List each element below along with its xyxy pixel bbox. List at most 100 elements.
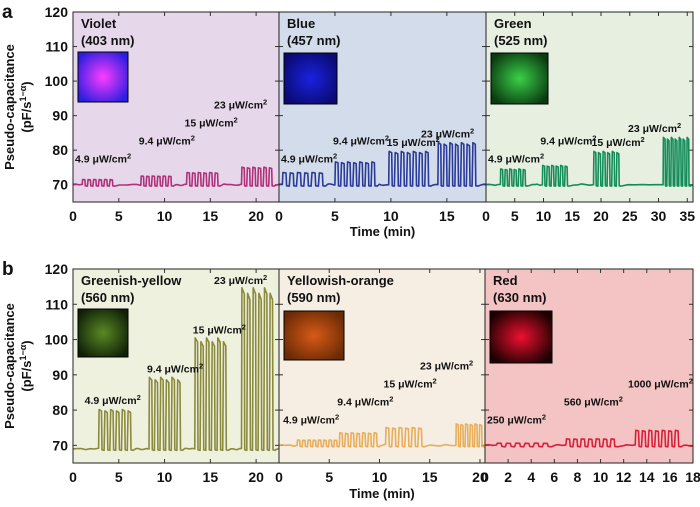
intensity-label: 560 μW/cm2	[564, 394, 623, 408]
y-tick-label: 110	[45, 39, 68, 55]
x-tick-label: 0	[275, 208, 283, 224]
panel-title: Red	[493, 273, 518, 288]
y-axis-title: Pseudo-capacitance (pF/s1−α)	[2, 303, 34, 429]
y-axis-units: (pF/s1−α)	[18, 81, 34, 132]
intensity-label: 250 μW/cm2	[487, 412, 546, 426]
y-axis-label: Pseudo-capacitance	[2, 303, 17, 429]
y-tick-label: 120	[45, 261, 69, 277]
data-series-line	[278, 141, 487, 187]
intensity-label: 4.9 μW/cm2	[75, 152, 131, 166]
x-tick-label: 0	[482, 208, 490, 224]
x-tick-label: 10	[536, 208, 552, 224]
data-series-line	[72, 166, 280, 187]
panel-background	[279, 12, 486, 202]
panel-wavelength: (560 nm)	[81, 290, 134, 305]
intensity-label: 9.4 μW/cm2	[540, 134, 596, 148]
y-axis-title: Pseudo-capacitance (pF/s1−α)	[2, 44, 34, 170]
inset-photo	[283, 52, 338, 105]
inset-photo	[77, 308, 129, 358]
panel-violet: 0 5 10 15 20 Violet (403 nm) 4.9 μW/cm2 9.4 μW/c…	[69, 11, 280, 224]
y-tick-label: 110	[45, 296, 68, 312]
x-tick-label: 18	[685, 469, 700, 485]
x-tick-label: 5	[115, 208, 123, 224]
intensity-label: 23 μW/cm2	[420, 358, 473, 372]
x-tick-label: 20	[248, 208, 264, 224]
x-tick-label: 10	[383, 208, 399, 224]
x-tick-label: 10	[593, 469, 609, 485]
x-tick-label: 25	[622, 208, 638, 224]
intensity-label: 15 μW/cm2	[387, 135, 440, 149]
panel-title: Violet	[81, 16, 117, 31]
intensity-label: 4.9 μW/cm2	[488, 152, 544, 166]
panel-letter: a	[2, 2, 13, 23]
y-tick-label: 80	[52, 402, 68, 418]
x-tick-label: 15	[439, 208, 455, 224]
inset-photo	[283, 310, 345, 361]
x-tick-label: 20	[472, 469, 488, 485]
x-tick-label: 10	[372, 469, 388, 485]
intensity-label: 23 μW/cm2	[214, 273, 267, 287]
x-tick-label: 5	[115, 469, 123, 485]
intensity-label: 4.9 μW/cm2	[283, 412, 339, 426]
y-tick-label: 100	[45, 73, 69, 89]
x-tick-label: 5	[331, 208, 339, 224]
intensity-label: 4.9 μW/cm2	[281, 152, 337, 166]
panel-title: Green	[494, 16, 532, 31]
panel-title: Blue	[287, 16, 315, 31]
x-tick-label: 15	[422, 469, 438, 485]
panel-green: 0 5 10 15 20 25 30 35 Green (525 nm) 4.9 μW/cm2 9.4…	[482, 11, 695, 224]
panel-yellowish-orange: 0 5 10 15 20 Yellowish-orange (590 nm) 4.9 μW/c…	[275, 268, 488, 485]
x-tick-label: 16	[662, 469, 678, 485]
x-tick-label: 0	[69, 208, 77, 224]
x-tick-label: 8	[574, 469, 582, 485]
intensity-label: 15 μW/cm2	[592, 135, 645, 149]
panel-wavelength: (525 nm)	[494, 33, 547, 48]
panel-background	[279, 269, 485, 463]
intensity-label: 1000 μW/cm2	[628, 376, 693, 390]
x-tick-label: 14	[639, 469, 655, 485]
panel-letter: b	[2, 259, 14, 280]
x-tick-label: 2	[504, 469, 512, 485]
panel-wavelength: (630 nm)	[493, 290, 546, 305]
x-tick-label: 10	[157, 469, 173, 485]
y-tick-label: 70	[52, 177, 68, 193]
x-tick-label: 20	[248, 469, 264, 485]
x-tick-label: 0	[69, 469, 77, 485]
intensity-label: 23 μW/cm2	[421, 126, 474, 140]
inset-photo	[77, 51, 129, 103]
intensity-label: 23 μW/cm2	[214, 98, 267, 112]
intensity-label: 9.4 μW/cm2	[147, 361, 203, 375]
x-tick-label: 12	[616, 469, 632, 485]
x-axis-title: Time (min)	[350, 224, 416, 239]
data-series-line	[278, 423, 486, 448]
panel-title: Greenish-yellow	[81, 273, 182, 288]
x-tick-label: 20	[593, 208, 609, 224]
y-tick-label: 90	[52, 108, 68, 124]
intensity-label: 9.4 μW/cm2	[333, 134, 389, 148]
y-tick-label: 70	[52, 437, 68, 453]
panel-wavelength: (403 nm)	[81, 33, 134, 48]
intensity-label: 15 μW/cm2	[193, 323, 246, 337]
x-tick-label: 5	[511, 208, 519, 224]
panel-wavelength: (590 nm)	[287, 290, 340, 305]
panel-greenish-yellow: 0 5 10 15 20 Greenish-yellow (560 nm) 4.9 μW/cm…	[69, 268, 280, 485]
x-tick-label: 35	[679, 208, 695, 224]
y-tick-label: 120	[45, 4, 69, 20]
intensity-label: 23 μW/cm2	[628, 121, 681, 135]
x-tick-label: 15	[203, 208, 219, 224]
data-series-line	[484, 429, 694, 448]
x-tick-label: 0	[481, 469, 489, 485]
intensity-label: 15 μW/cm2	[185, 116, 238, 130]
intensity-label: 15 μW/cm2	[384, 376, 437, 390]
panel-frame	[485, 11, 694, 203]
x-tick-label: 5	[325, 469, 333, 485]
x-tick-label: 4	[527, 469, 535, 485]
data-series-line	[485, 136, 694, 187]
panel-title: Yellowish-orange	[287, 273, 394, 288]
x-tick-label: 0	[275, 469, 283, 485]
intensity-label: 9.4 μW/cm2	[139, 134, 195, 148]
y-axis-label: Pseudo-capacitance	[2, 44, 17, 170]
inset-photo	[490, 52, 549, 105]
